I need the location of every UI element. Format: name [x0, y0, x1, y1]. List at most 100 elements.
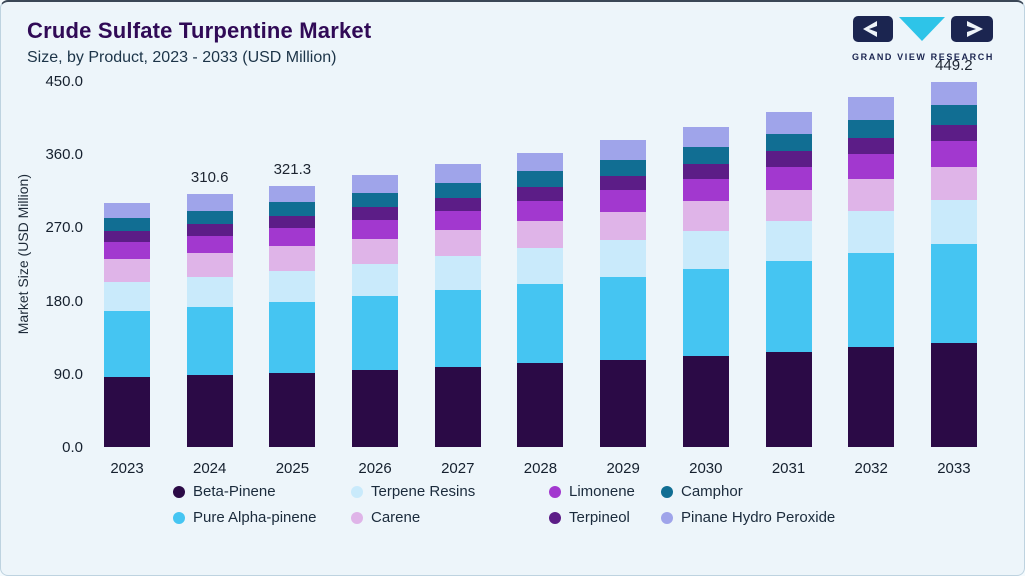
legend-dot-icon: [351, 485, 363, 498]
x-tick-label: 2032: [854, 460, 888, 477]
bar-segment-terpineol: [352, 207, 399, 220]
legend-label: Terpineol: [569, 509, 630, 526]
bar-segment-terpineol: [434, 197, 481, 211]
bar-segment-carene: [848, 178, 895, 211]
x-tick-label: 2031: [771, 460, 806, 477]
y-axis-title: Market Size (USD Million): [15, 173, 31, 335]
logo-text: GRAND VIEW RESEARCH: [852, 52, 994, 62]
legend-item-limonene: Limonene: [549, 483, 661, 500]
bar-segment-terpineol: [682, 164, 729, 179]
bar-segment-carene: [682, 201, 729, 231]
bar-segment-terpene-resins: [765, 221, 812, 262]
bar-column-2023: 2023: [97, 81, 157, 477]
bar-segment-beta-pinene: [186, 375, 233, 447]
bar-segment-beta-pinene: [104, 377, 150, 447]
x-tick-label: 2028: [523, 460, 558, 477]
bar-segment-pinane-hydro-peroxide: [186, 194, 233, 211]
bar-segment-terpineol: [600, 175, 647, 191]
stacked-bar: [930, 81, 977, 447]
bar-segment-pinane-hydro-peroxide: [517, 152, 564, 172]
x-tick-label: 2029: [606, 460, 640, 477]
bar-segment-camphor: [765, 133, 812, 152]
legend-item-carene: Carene: [351, 509, 549, 526]
bar-column-2030: 2030: [676, 81, 736, 477]
bar-segment-terpene-resins: [352, 263, 399, 297]
legend-dot-icon: [549, 511, 561, 524]
bar-column-2031: 2031: [759, 81, 819, 477]
x-tick-label: 2024: [193, 460, 227, 477]
page-title: Crude Sulfate Turpentine Market: [27, 18, 372, 43]
bar-segment-camphor: [104, 218, 150, 232]
bar-segment-limonene: [765, 166, 812, 191]
y-tick-label: 450.0: [45, 73, 83, 90]
bar-segment-pinane-hydro-peroxide: [352, 175, 399, 193]
bar-segment-terpineol: [765, 151, 812, 167]
legend-item-beta-pinene: Beta-Pinene: [173, 483, 351, 500]
bar-segment-pinane-hydro-peroxide: [682, 126, 729, 148]
bar-segment-limonene: [269, 228, 316, 247]
legend-item-camphor: Camphor: [661, 483, 1024, 500]
bar-segment-terpene-resins: [186, 276, 233, 307]
bar-segment-terpineol: [104, 231, 150, 243]
bar-segment-terpineol: [848, 138, 895, 155]
bar-total-label: 310.6: [190, 169, 229, 187]
legend-dot-icon: [351, 511, 363, 524]
x-tick-label: 2030: [689, 460, 723, 477]
x-tick-label: 2023: [110, 460, 144, 477]
bar-segment-terpene-resins: [682, 230, 729, 270]
bar-segment-carene: [765, 190, 812, 222]
legend-dot-icon: [173, 485, 185, 498]
y-tick-label: 0.0: [62, 439, 83, 456]
bar-segment-camphor: [682, 147, 729, 165]
bar-segment-terpene-resins: [104, 281, 150, 312]
bar-segment-camphor: [269, 202, 316, 217]
legend-label: Pure Alpha-pinene: [193, 509, 317, 526]
page-subtitle: Size, by Product, 2023 - 2033 (USD Milli…: [27, 49, 337, 66]
bar-segment-camphor: [848, 119, 895, 139]
x-tick-label: 2026: [358, 460, 392, 477]
bar-segment-limonene: [517, 200, 564, 222]
legend-label: Pinane Hydro Peroxide: [681, 509, 836, 526]
stacked-bar: [682, 126, 729, 447]
legend-dot-icon: [549, 485, 561, 498]
y-tick-label: 180.0: [45, 292, 83, 310]
bar-segment-camphor: [352, 192, 399, 208]
bar-segment-carene: [434, 230, 481, 257]
legend-label: Carene: [371, 509, 421, 526]
stacked-bar: [765, 112, 812, 447]
bar-segment-carene: [352, 238, 399, 264]
chart-legend: Beta-Pinene Terpene Resins Limonene Camphor…: [173, 483, 1024, 526]
bar-segment-pure-alpha-pinene: [848, 252, 895, 348]
bar-segment-beta-pinene: [269, 372, 316, 447]
bar-segment-carene: [186, 253, 233, 277]
stacked-bar: [104, 202, 150, 447]
x-tick-label: 2025: [275, 460, 310, 477]
bar-segment-pure-alpha-pinene: [186, 306, 233, 375]
bar-segment-limonene: [930, 141, 977, 167]
bar-segment-terpene-resins: [600, 239, 647, 277]
bar-segment-limonene: [104, 242, 150, 260]
stacked-bar: [517, 152, 564, 447]
bar-segment-carene: [517, 221, 564, 249]
legend-dot-icon: [173, 511, 185, 524]
legend-dot-icon: [661, 511, 673, 524]
bar-segment-terpene-resins: [434, 256, 481, 291]
bar-segment-terpene-resins: [517, 248, 564, 284]
stacked-bar: [186, 194, 233, 447]
bar-segment-camphor: [186, 210, 233, 225]
y-tick-label: 270.0: [45, 219, 83, 237]
bar-segment-pinane-hydro-peroxide: [930, 81, 977, 106]
bar-segment-pure-alpha-pinene: [434, 290, 481, 367]
logo-mark-icon: [853, 16, 993, 42]
bar-column-2026: 2026: [345, 81, 405, 477]
stacked-bar-chart: Market Size (USD Million) 0.0 90.0 180.0 27…: [15, 57, 994, 477]
bar-segment-carene: [600, 211, 647, 240]
bar-segment-pure-alpha-pinene: [600, 276, 647, 360]
bar-segment-pure-alpha-pinene: [930, 244, 977, 343]
stacked-bar: [600, 139, 647, 447]
bar-column-2027: 2027: [428, 81, 488, 477]
bar-segment-terpene-resins: [269, 270, 316, 302]
y-axis: 0.0 90.0 180.0 270.0 360.0 450.0: [35, 73, 91, 456]
bar-segment-pure-alpha-pinene: [352, 296, 399, 370]
